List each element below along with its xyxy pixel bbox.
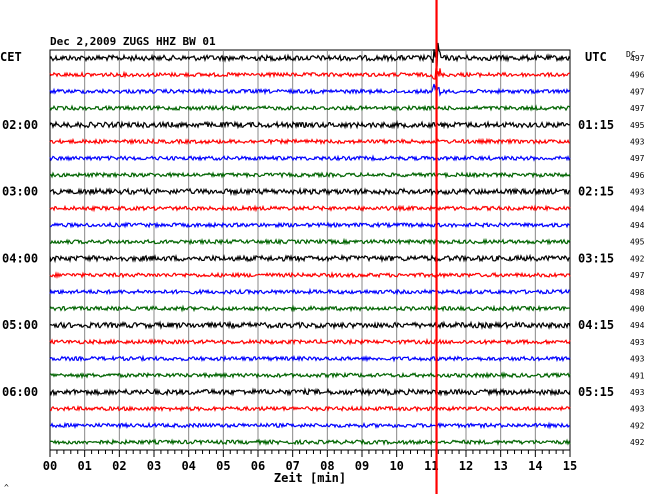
- dc-value-label: 492: [630, 438, 645, 447]
- trace-layer: [49, 42, 571, 446]
- x-tick-label: 14: [528, 459, 542, 473]
- x-tick-label: 04: [181, 459, 195, 473]
- dc-value-label: 494: [630, 204, 645, 213]
- trace-row-15: [49, 304, 571, 313]
- x-tick-label: 03: [147, 459, 161, 473]
- trace-row-7: [49, 171, 571, 179]
- trace-row-4: [49, 119, 571, 130]
- trace-row-9: [49, 204, 571, 213]
- grid-layer: [49, 49, 571, 451]
- dc-value-label: 497: [630, 154, 645, 163]
- x-tick-label: 06: [251, 459, 265, 473]
- dc-value-label: 497: [630, 104, 645, 113]
- x-tick-label: 15: [563, 459, 577, 473]
- x-tick-label: 05: [216, 459, 230, 473]
- cet-timezone-label: CET: [0, 50, 22, 64]
- cet-hour-label: 04:00: [2, 251, 38, 265]
- x-tick-label: 13: [493, 459, 507, 473]
- trace-row-6: [49, 154, 571, 162]
- cet-hour-label: 02:00: [2, 118, 38, 132]
- dc-value-label: 498: [630, 288, 645, 297]
- x-tick-label: 02: [112, 459, 126, 473]
- dc-value-label: 496: [630, 71, 645, 80]
- x-axis-label: Zeit [min]: [274, 471, 346, 485]
- dc-value-label: 490: [630, 305, 645, 314]
- x-tick-label: 07: [285, 459, 299, 473]
- x-tick-label: 12: [459, 459, 473, 473]
- dc-column-label: DC: [626, 50, 636, 59]
- trace-row-23: [49, 438, 571, 446]
- trace-row-22: [49, 421, 571, 430]
- trace-row-3: [49, 104, 571, 112]
- dc-value-label: 497: [630, 271, 645, 280]
- dc-value-label: 494: [630, 321, 645, 330]
- cet-hour-label: 05:00: [2, 318, 38, 332]
- dc-value-label: 492: [630, 254, 645, 263]
- x-tick-label: 01: [77, 459, 91, 473]
- dc-value-label: 493: [630, 188, 645, 197]
- trace-row-18: [49, 354, 571, 363]
- cet-hour-label: 03:00: [2, 185, 38, 199]
- x-tick-label: 08: [320, 459, 334, 473]
- trace-row-11: [49, 237, 571, 246]
- trace-row-5: [49, 137, 571, 146]
- dc-value-label: 496: [630, 171, 645, 180]
- dc-value-label: 493: [630, 388, 645, 397]
- x-tick-label: 00: [43, 459, 57, 473]
- utc-hour-label: 02:15: [578, 185, 614, 199]
- utc-hour-label: 04:15: [578, 318, 614, 332]
- trace-row-16: [49, 320, 571, 331]
- trace-row-20: [49, 387, 571, 397]
- corner-mark: ^: [4, 483, 9, 492]
- x-axis: 00 01 02 03 04 05 06 07 08 09 10 11 12 13 14 15: [43, 450, 577, 473]
- trace-row-13: [49, 271, 571, 280]
- trace-row-21: [49, 404, 571, 413]
- dc-value-label: 497: [630, 54, 645, 63]
- trace-row-8: [49, 186, 571, 197]
- cet-hour-label: 06:00: [2, 385, 38, 399]
- dc-value-label: 495: [630, 238, 645, 247]
- trace-row-17: [49, 337, 571, 346]
- trace-row-1: [49, 67, 571, 80]
- dc-value-label: 497: [630, 87, 645, 96]
- dc-value-label: 495: [630, 121, 645, 130]
- row-label-layer: 02:00 03:00 04:00 05:00 06:00 01:15 02:15 03:15…: [2, 54, 645, 447]
- utc-hour-label: 05:15: [578, 385, 614, 399]
- trace-row-14: [49, 287, 571, 296]
- dc-value-label: 493: [630, 338, 645, 347]
- dc-value-label: 493: [630, 138, 645, 147]
- x-tick-label: 10: [389, 459, 403, 473]
- trace-row-0: [49, 42, 571, 67]
- chart-title: Dec 2,2009 ZUGS HHZ BW 01: [50, 35, 216, 48]
- x-tick-label: 09: [355, 459, 369, 473]
- utc-hour-label: 01:15: [578, 118, 614, 132]
- trace-row-12: [49, 253, 571, 264]
- x-tick-label: 11: [424, 459, 438, 473]
- dc-value-label: 491: [630, 371, 645, 380]
- dc-value-label: 494: [630, 221, 645, 230]
- trace-row-19: [49, 371, 571, 380]
- plot-frame: [49, 49, 571, 451]
- dc-value-label: 492: [630, 421, 645, 430]
- dc-value-label: 493: [630, 405, 645, 414]
- utc-timezone-label: UTC: [585, 50, 607, 64]
- utc-hour-label: 03:15: [578, 251, 614, 265]
- trace-row-10: [49, 221, 571, 229]
- trace-row-2: [49, 83, 571, 97]
- dc-value-label: 493: [630, 355, 645, 364]
